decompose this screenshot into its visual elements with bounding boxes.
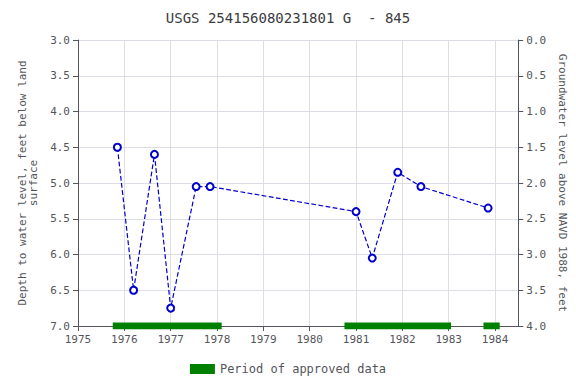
svg-text:1.0: 1.0 <box>526 105 546 118</box>
svg-text:3.0: 3.0 <box>50 34 70 47</box>
svg-text:1981: 1981 <box>343 333 370 346</box>
svg-text:1980: 1980 <box>296 333 323 346</box>
svg-text:1.5: 1.5 <box>526 141 546 154</box>
svg-text:0.5: 0.5 <box>526 69 546 82</box>
svg-text:7.0: 7.0 <box>50 320 70 333</box>
svg-text:surface: surface <box>27 160 40 206</box>
svg-text:4.0: 4.0 <box>50 105 70 118</box>
svg-text:1978: 1978 <box>204 333 231 346</box>
svg-text:0.0: 0.0 <box>526 34 546 47</box>
svg-text:3.0: 3.0 <box>526 248 546 261</box>
svg-text:6.0: 6.0 <box>50 248 70 261</box>
svg-text:4.5: 4.5 <box>50 141 70 154</box>
svg-text:USGS 254156080231801 G - 845: USGS 254156080231801 G - 845 <box>166 10 410 26</box>
svg-text:1976: 1976 <box>111 333 138 346</box>
svg-text:2.0: 2.0 <box>526 177 546 190</box>
svg-text:1979: 1979 <box>250 333 277 346</box>
svg-text:Groundwater level above NAVD 1: Groundwater level above NAVD 1988, feet <box>556 54 569 312</box>
svg-text:3.5: 3.5 <box>50 69 70 82</box>
svg-text:Period of approved data: Period of approved data <box>220 362 386 376</box>
svg-text:1982: 1982 <box>389 333 416 346</box>
svg-text:5.5: 5.5 <box>50 212 70 225</box>
svg-text:3.5: 3.5 <box>526 284 546 297</box>
svg-text:Depth to water level, feet bel: Depth to water level, feet below land <box>16 60 30 306</box>
svg-text:6.5: 6.5 <box>50 284 70 297</box>
svg-text:1977: 1977 <box>157 333 184 346</box>
svg-text:5.0: 5.0 <box>50 177 70 190</box>
svg-text:1983: 1983 <box>435 333 462 346</box>
svg-text:1984: 1984 <box>482 333 509 346</box>
svg-text:4.0: 4.0 <box>526 320 546 333</box>
svg-text:2.5: 2.5 <box>526 212 546 225</box>
svg-text:1975: 1975 <box>65 333 92 346</box>
